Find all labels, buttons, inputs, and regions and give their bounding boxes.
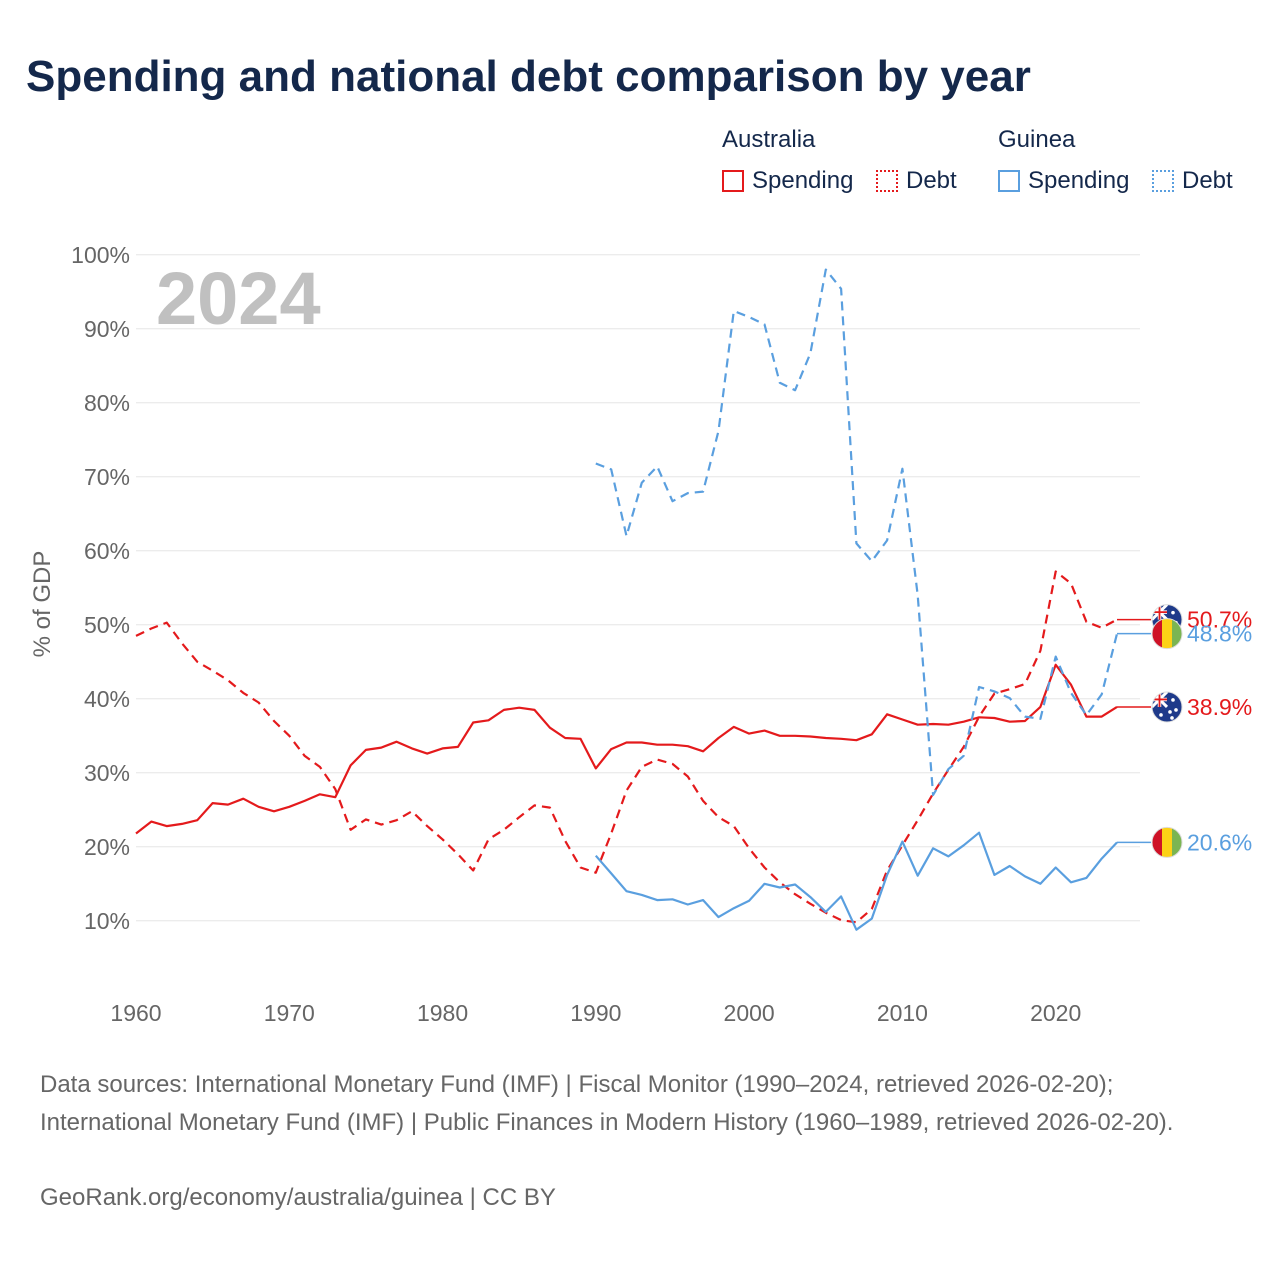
chart-title: Spending and national debt comparison by… [26,52,1031,101]
y-tick-label: 90% [84,316,130,342]
series-lines [135,268,1119,931]
legend-australia-spending[interactable]: Spending [722,166,853,196]
y-tick-label: 80% [84,390,130,416]
legend-label: Spending [1028,167,1130,194]
series-end-labels: 38.9% 50.7% 20.6% 48.8% [1117,604,1252,858]
australia-flag-icon [1151,691,1183,723]
y-tick-label: 10% [84,908,130,934]
guinea-flag-icon [1151,618,1183,650]
y-tick-label: 70% [84,464,130,490]
footer-link[interactable]: GeoRank.org/economy/australia/guinea | C… [40,1184,556,1211]
x-tick-label: 2020 [1030,1000,1081,1026]
guinea-flag-icon [1151,826,1183,858]
y-tick-label: 20% [84,834,130,860]
x-axis-ticks: 1960 1970 1980 1990 2000 2010 2020 [110,1000,1081,1026]
legend-solid-swatch-icon [998,170,1020,192]
end-value-label: 20.6% [1187,829,1252,855]
legend-australia-debt[interactable]: Debt [876,166,957,196]
legend-label: Spending [752,167,854,194]
year-watermark: 2024 [156,257,321,340]
x-tick-label: 1990 [570,1000,621,1026]
series-line-guinea-spending[interactable] [594,831,1118,931]
legend-guinea-debt[interactable]: Debt [1152,166,1233,196]
y-tick-label: 30% [84,760,130,786]
data-sources: Data sources: International Monetary Fun… [40,1071,1174,1136]
y-axis-ticks: 10% 20% 30% 40% 50% 60% 70% 80% 90% 100% [71,242,130,934]
end-value-label: 50.7% [1187,607,1252,633]
legend-australia-title: Australia [722,126,816,153]
end-value-label: 48.8% [1187,621,1252,647]
y-tick-label: 100% [71,242,130,268]
legend-guinea-spending[interactable]: Spending [998,166,1129,196]
y-tick-label: 60% [84,538,130,564]
series-line-guinea-debt[interactable] [595,268,1119,797]
line-chart: 10% 20% 30% 40% 50% 60% 70% 80% 90% 100% 1960 1970… [29,242,1252,1026]
legend-solid-swatch-icon [722,170,744,192]
y-tick-label: 40% [84,686,130,712]
series-line-australia-debt[interactable] [135,570,1118,924]
legend-guinea-title: Guinea [998,126,1076,153]
legend-dotted-swatch-icon [876,170,898,192]
legend-dotted-swatch-icon [1152,170,1174,192]
x-tick-label: 2000 [724,1000,775,1026]
legend-label: Debt [906,167,957,194]
x-tick-label: 1960 [110,1000,161,1026]
x-tick-label: 2010 [877,1000,928,1026]
legend-label: Debt [1182,167,1233,194]
y-tick-label: 50% [84,612,130,638]
x-tick-label: 1970 [264,1000,315,1026]
gridlines [136,254,1140,922]
series-line-australia-spending[interactable] [135,663,1118,835]
end-value-label: 38.9% [1187,694,1252,720]
y-axis-label: % of GDP [29,551,56,658]
x-tick-label: 1980 [417,1000,468,1026]
